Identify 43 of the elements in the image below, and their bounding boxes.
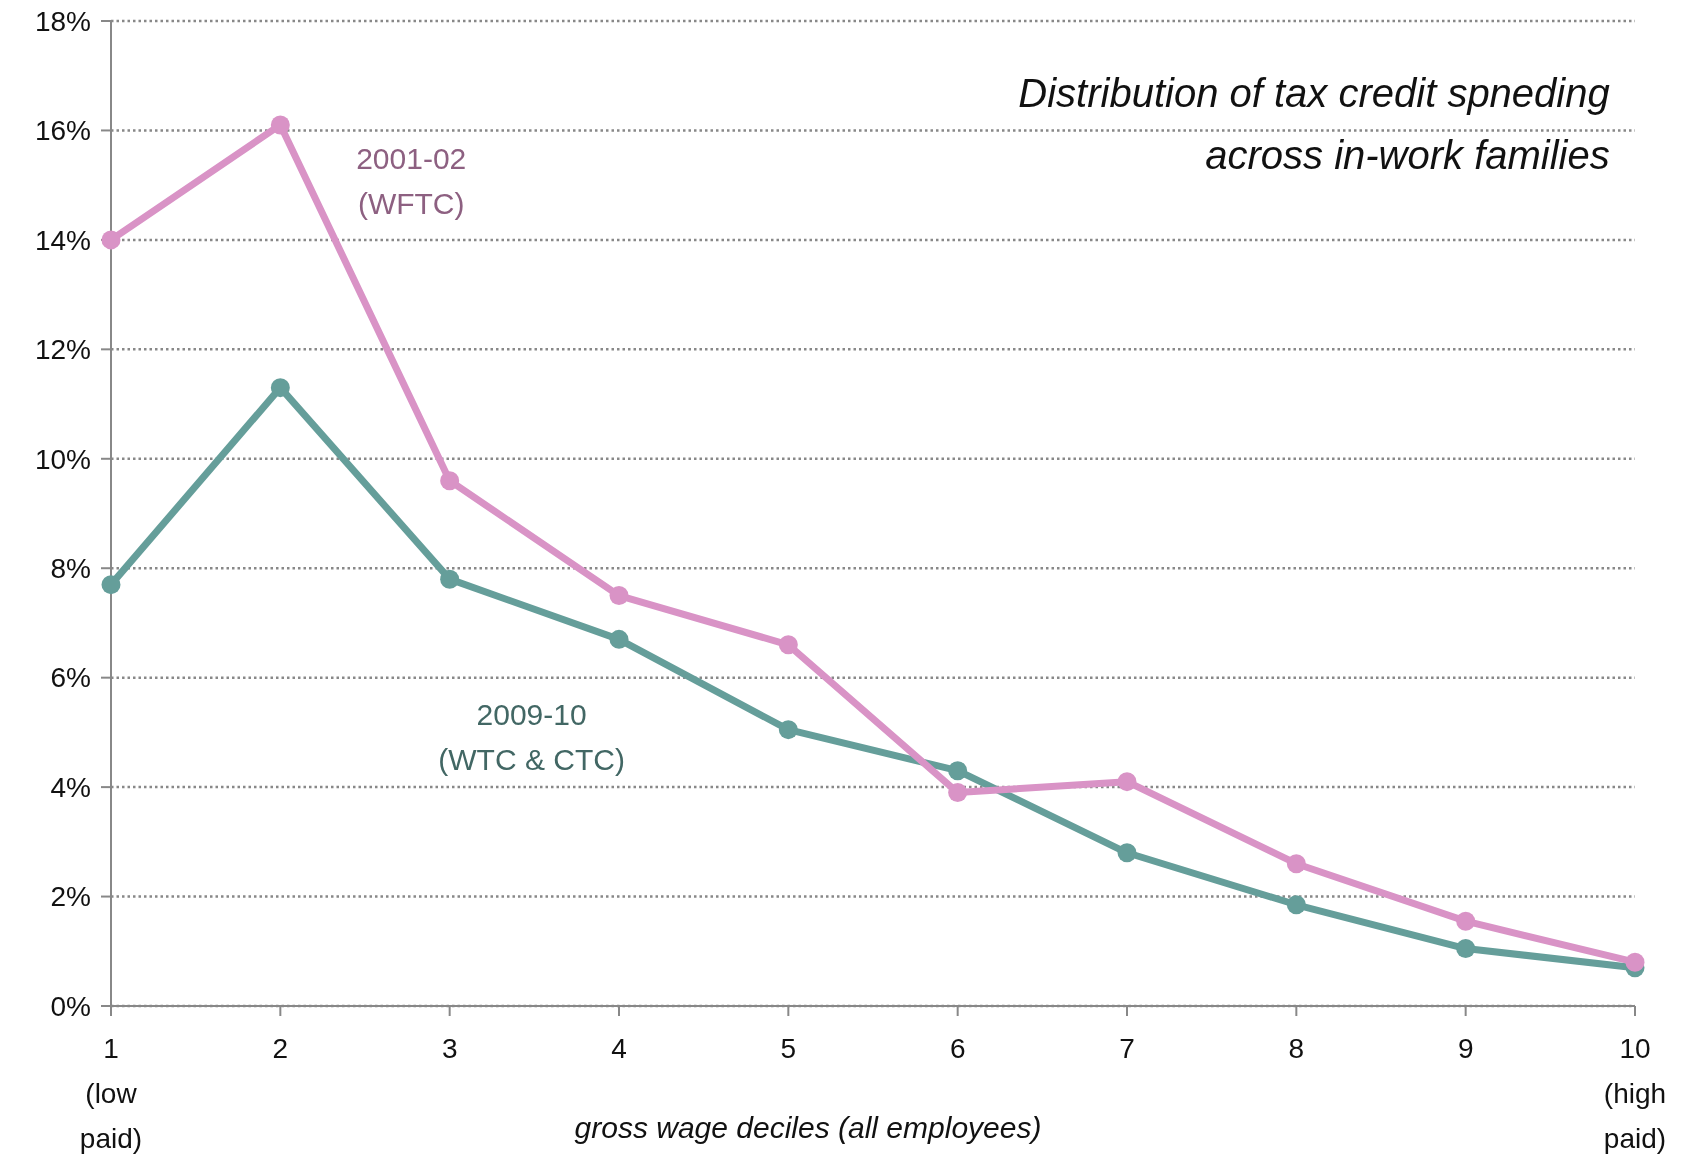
- point: [778, 635, 798, 655]
- x-tick-label: 3: [441, 1033, 458, 1064]
- y-tick-label: 2%: [50, 881, 91, 913]
- y-tick-label: 4%: [50, 771, 91, 803]
- x-tick-label: 5: [780, 1033, 797, 1064]
- point: [440, 569, 460, 589]
- point: [101, 575, 121, 595]
- point: [1456, 939, 1476, 959]
- x-tick-label: 7: [1119, 1033, 1135, 1064]
- point: [1286, 895, 1306, 915]
- point: [1117, 772, 1137, 792]
- y-tick-label: 16%: [34, 115, 91, 147]
- point: [270, 115, 290, 135]
- point: [270, 378, 290, 398]
- x-tick-label: 4: [611, 1033, 627, 1064]
- point: [1625, 952, 1645, 972]
- point: [609, 586, 629, 606]
- series-label: 2009-10 (WTC & CTC): [438, 698, 625, 777]
- x-tick-label: 9: [1457, 1033, 1474, 1064]
- text: Distribution of tax credit spneding across in-work families: [1018, 71, 1610, 177]
- point: [101, 230, 121, 250]
- y-tick-label: 18%: [34, 5, 91, 37]
- y-tick-label: 0%: [50, 990, 91, 1022]
- x-tick-label: 1 (low paid): [79, 1033, 143, 1154]
- series-label: 2001-02 (WFTC): [356, 141, 467, 220]
- point: [609, 629, 629, 649]
- point: [1286, 854, 1306, 874]
- y-tick-label: 8%: [50, 553, 91, 585]
- y-tick-label: 6%: [50, 662, 91, 694]
- x-tick-label: 10 (high paid): [1603, 1033, 1667, 1154]
- point: [948, 783, 968, 803]
- y-tick-label: 12%: [34, 334, 91, 366]
- y-tick-label: 10%: [34, 443, 91, 475]
- point: [1456, 911, 1476, 931]
- x-axis-title: gross wage deciles (all employees): [574, 1111, 1042, 1144]
- x-tick-label: 8: [1288, 1033, 1305, 1064]
- x-tick-label: 2: [272, 1033, 289, 1064]
- point: [1117, 843, 1137, 863]
- y-tick-label: 14%: [34, 224, 91, 256]
- point: [778, 720, 798, 740]
- point: [948, 761, 968, 781]
- x-tick-label: 6: [949, 1033, 966, 1064]
- point: [440, 471, 460, 491]
